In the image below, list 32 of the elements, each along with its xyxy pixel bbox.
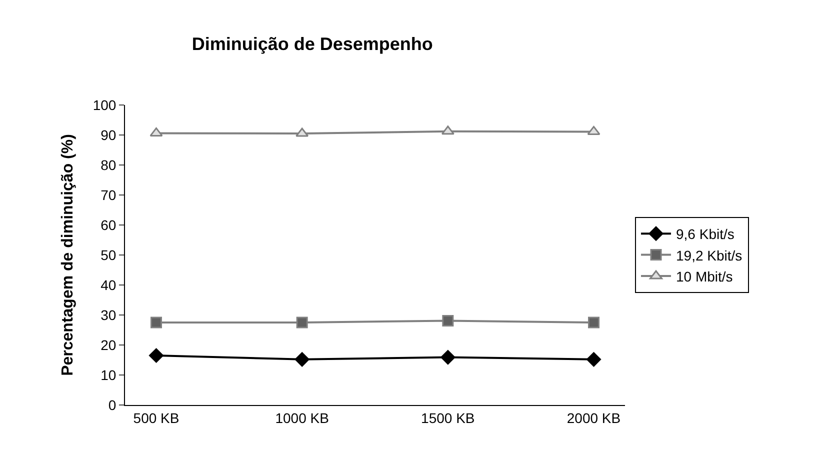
y-axis-title: Percentagem de diminuição (%) [60, 134, 77, 376]
y-tick-label: 0 [108, 396, 116, 413]
x-tick-label: 1000 KB [275, 410, 329, 426]
y-tick-label: 80 [100, 156, 116, 173]
x-tick-label: 2000 KB [566, 410, 621, 426]
y-tick-label: 50 [100, 246, 116, 263]
point [587, 126, 600, 135]
chart-title: Diminuição de Desempenho [192, 34, 433, 54]
point [586, 352, 601, 367]
point [296, 316, 308, 328]
y-tick-label: 90 [100, 126, 116, 143]
point [294, 352, 310, 367]
point [441, 126, 454, 135]
y-tick-label: 30 [100, 306, 116, 323]
point [150, 316, 162, 328]
y-tick-label: 70 [100, 186, 116, 203]
y-tick-label: 60 [100, 216, 116, 233]
y-tick-label: 100 [92, 96, 116, 113]
point [442, 314, 454, 326]
legend-label: 10 Mbit/s [676, 268, 733, 284]
point [296, 128, 309, 137]
legend-label: 9,6 Kbit/s [676, 226, 734, 242]
point [588, 316, 600, 328]
point [440, 350, 456, 365]
y-tick-label: 20 [100, 336, 116, 353]
y-tick-label: 40 [100, 276, 116, 293]
x-tick-label: 1500 KB [421, 410, 475, 426]
x-tick-label: 500 KB [133, 410, 180, 426]
y-tick-label: 10 [100, 366, 116, 383]
point [149, 348, 164, 363]
point [150, 127, 163, 136]
legend-label: 19,2 Kbit/s [676, 247, 742, 264]
